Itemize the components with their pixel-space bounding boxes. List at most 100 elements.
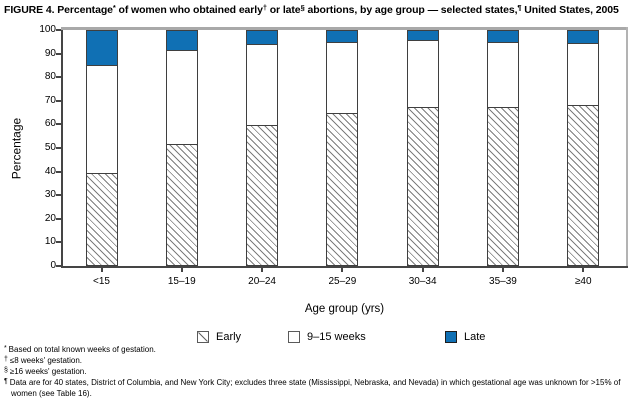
footnote-marker: * <box>4 345 9 352</box>
footnote-marker: § <box>4 367 10 374</box>
bar-segment-9-15-weeks <box>487 42 518 107</box>
footnotes: * Based on total known weeks of gestatio… <box>4 345 637 399</box>
title-text: or late <box>266 4 301 16</box>
legend-label: 9–15 weeks <box>307 331 366 343</box>
x-tick <box>501 268 504 272</box>
x-tick-label: ≥40 <box>574 276 592 287</box>
x-tick <box>421 268 424 272</box>
x-tick-label: 25–29 <box>328 276 357 287</box>
title-superscript: * <box>112 3 116 12</box>
x-tick-label: 30–34 <box>408 276 437 287</box>
x-tick-label: <15 <box>93 276 110 287</box>
plot-frame-right <box>626 27 628 268</box>
x-tick <box>261 268 264 272</box>
x-tick <box>341 268 344 272</box>
stacked-bar <box>246 30 279 266</box>
title-superscript: § <box>300 3 305 12</box>
stacked-bar <box>406 30 439 266</box>
y-tick <box>56 76 61 79</box>
x-tick-label: 15–19 <box>167 276 196 287</box>
y-tick <box>56 29 61 31</box>
legend-swatch-white <box>288 331 300 343</box>
title-superscript: † <box>262 3 267 12</box>
y-tick-label: 90 <box>44 47 56 59</box>
bar-segment-early <box>86 173 117 265</box>
bar-segment-late <box>327 31 358 42</box>
footnote-marker: ¶ <box>4 378 10 385</box>
y-axis-line <box>61 30 63 268</box>
y-tick <box>56 170 61 173</box>
y-tick <box>56 241 61 244</box>
y-tick <box>56 265 61 267</box>
bar-segment-late <box>568 31 599 43</box>
bar-segment-9-15-weeks <box>166 50 197 144</box>
footnote-marker: † <box>4 356 10 363</box>
bar-segment-early <box>407 107 438 265</box>
y-tick-label: 40 <box>44 165 56 177</box>
x-tick <box>180 268 183 272</box>
x-tick-label: 35–39 <box>489 276 517 287</box>
bar-segment-late <box>407 31 438 40</box>
y-tick <box>56 52 61 55</box>
y-tick-label: 80 <box>44 71 56 83</box>
x-axis-title: Age group (yrs) <box>304 303 385 315</box>
legend-item-white: 9–15 weeks <box>288 330 366 344</box>
y-tick-label: 10 <box>44 236 56 248</box>
y-tick-label: 60 <box>44 118 56 130</box>
footnote: * Based on total known weeks of gestatio… <box>4 345 637 356</box>
bar-segment-9-15-weeks <box>247 44 278 125</box>
y-tick-label: 70 <box>44 94 56 106</box>
stacked-bar <box>165 30 198 266</box>
x-tick <box>100 268 103 272</box>
bar-segment-late <box>247 31 278 44</box>
stacked-bar <box>85 30 118 266</box>
bar-segment-early <box>568 105 599 265</box>
stacked-bar <box>486 30 519 266</box>
y-tick <box>56 147 61 149</box>
footnote-text: Data are for 40 states, District of Colu… <box>9 378 621 398</box>
stacked-bar <box>567 30 600 266</box>
footnote: † ≤8 weeks' gestation. <box>4 356 637 367</box>
legend-item-hatched: Early <box>197 330 241 344</box>
bar-segment-early <box>166 144 197 265</box>
legend-swatch-hatched <box>197 331 209 343</box>
y-tick-label: 0 <box>50 260 56 271</box>
bar-segment-early <box>327 113 358 265</box>
title-text: United States, 2005 <box>521 4 619 16</box>
footnote-text: ≤8 weeks' gestation. <box>9 356 83 365</box>
plot-frame-top <box>61 27 628 30</box>
bar-segment-late <box>86 31 117 65</box>
footnote: ¶ Data are for 40 states, District of Co… <box>4 378 637 399</box>
bar-segment-9-15-weeks <box>86 65 117 173</box>
y-tick-label: 20 <box>44 212 56 224</box>
footnote-text: ≥16 weeks' gestation. <box>9 367 87 376</box>
bar-segment-9-15-weeks <box>568 43 599 105</box>
y-tick <box>56 194 61 197</box>
footnote-text: Based on total known weeks of gestation. <box>8 345 156 354</box>
legend-item-blue: Late <box>445 330 485 344</box>
legend-label: Early <box>216 331 242 343</box>
x-tick-label: 20–24 <box>248 276 276 287</box>
bar-segment-late <box>487 31 518 42</box>
bar-segment-early <box>487 107 518 265</box>
legend-swatch-blue <box>445 331 457 343</box>
y-tick <box>56 99 61 102</box>
x-axis-line <box>61 266 628 268</box>
title-superscript: ¶ <box>517 3 522 12</box>
footnote: § ≥16 weeks' gestation. <box>4 367 637 378</box>
bar-segment-9-15-weeks <box>407 40 438 107</box>
bar-segment-late <box>166 31 197 50</box>
bar-segment-9-15-weeks <box>327 42 358 113</box>
legend-label: Late <box>464 331 486 343</box>
plot-area <box>63 30 626 266</box>
y-tick-label: 100 <box>39 24 56 35</box>
x-tick <box>582 268 585 272</box>
stacked-bar <box>326 30 359 266</box>
title-text: of women who obtained early <box>115 4 263 16</box>
y-tick-label: 30 <box>44 189 56 201</box>
title-text: abortions, by age group — selected state… <box>304 4 518 16</box>
bar-segment-early <box>247 125 278 265</box>
y-tick-label: 50 <box>44 142 56 153</box>
y-tick <box>56 217 61 220</box>
